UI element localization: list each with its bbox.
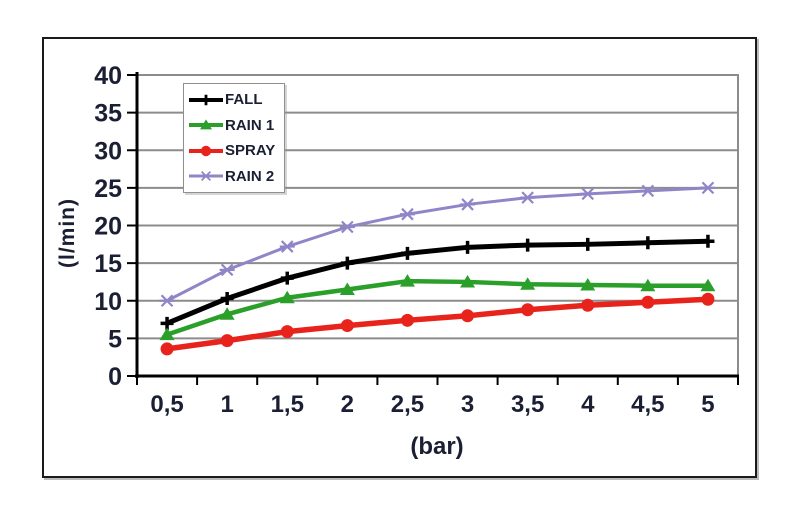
legend-item-fall: FALL bbox=[188, 88, 284, 112]
triangle-marker-icon bbox=[520, 277, 536, 290]
y-tick-label: 15 bbox=[94, 250, 122, 278]
series-line-rain-1 bbox=[166, 278, 708, 337]
x-tick-label: 0,5 bbox=[150, 391, 183, 418]
plus-marker-icon bbox=[400, 246, 414, 260]
legend-item-rain-2: RAIN 2 bbox=[188, 164, 284, 188]
circle-marker-icon bbox=[400, 313, 414, 327]
x-star-marker-icon bbox=[520, 191, 536, 204]
triangle-marker-icon bbox=[339, 282, 355, 295]
legend-sample-spray bbox=[189, 145, 223, 156]
legend-sample-fall bbox=[189, 94, 223, 105]
plus-marker-icon bbox=[200, 94, 212, 105]
circle-marker-icon bbox=[160, 342, 174, 356]
x-tick-label: 2 bbox=[341, 391, 354, 418]
circle-marker-icon bbox=[220, 334, 234, 348]
x-tick-label: 4 bbox=[581, 391, 595, 418]
x-tick-label: 1 bbox=[220, 391, 233, 418]
x-tick-label: 3 bbox=[461, 391, 474, 418]
legend-label-spray: SPRAY bbox=[225, 142, 276, 160]
y-axis-title: (l/min) bbox=[56, 198, 79, 268]
triangle-marker-icon bbox=[640, 278, 656, 292]
chart-legend: FALL RAIN 1 SPRAY RAIN 2 bbox=[183, 83, 285, 193]
triangle-marker-icon bbox=[580, 277, 596, 291]
circle-marker-icon bbox=[461, 309, 475, 323]
legend-label-rain-2: RAIN 2 bbox=[225, 167, 275, 185]
triangle-marker-icon bbox=[200, 119, 212, 130]
triangle-marker-icon bbox=[460, 274, 476, 288]
series-line-spray bbox=[166, 296, 709, 352]
circle-marker-icon bbox=[581, 298, 595, 312]
x-star-marker-icon bbox=[580, 187, 596, 201]
circle-marker-icon bbox=[200, 145, 212, 156]
x-star-marker-icon bbox=[219, 263, 235, 277]
y-tick-label: 20 bbox=[94, 213, 122, 241]
triangle-marker-icon bbox=[279, 290, 295, 304]
circle-marker-icon bbox=[340, 319, 354, 333]
x-tick-label: 1,5 bbox=[271, 391, 304, 418]
circle-marker-icon bbox=[701, 292, 715, 306]
x-star-marker-icon bbox=[399, 207, 415, 221]
plus-marker-icon bbox=[340, 256, 354, 270]
x-star-marker-icon bbox=[700, 181, 716, 195]
y-tick-label: 30 bbox=[94, 137, 122, 165]
plus-marker-icon bbox=[220, 291, 234, 305]
legend-item-spray: SPRAY bbox=[188, 139, 284, 163]
circle-marker-icon bbox=[641, 295, 655, 309]
x-tick-label: 2,5 bbox=[391, 391, 424, 418]
x-star-marker-icon bbox=[159, 294, 175, 308]
legend-label-rain-1: RAIN 1 bbox=[225, 116, 275, 134]
plus-marker-icon bbox=[280, 271, 294, 285]
circle-marker-icon bbox=[521, 303, 535, 317]
series-line-fall bbox=[166, 238, 709, 326]
plus-marker-icon bbox=[521, 238, 535, 252]
chart-frame bbox=[42, 37, 757, 478]
y-tick-label: 0 bbox=[108, 363, 122, 391]
x-axis-title: (bar) bbox=[410, 433, 464, 460]
legend-sample-rain-2 bbox=[189, 171, 223, 182]
x-star-marker-icon bbox=[640, 184, 656, 198]
triangle-marker-icon bbox=[219, 307, 235, 320]
triangle-marker-icon bbox=[159, 327, 175, 341]
x-star-marker-icon bbox=[279, 240, 295, 253]
x-tick-label: 4,5 bbox=[631, 391, 664, 418]
series-line-rain-2 bbox=[166, 186, 709, 303]
y-tick-label: 40 bbox=[94, 62, 122, 90]
x-tick-label: 5 bbox=[701, 391, 714, 418]
x-star-marker-icon bbox=[460, 198, 476, 211]
y-tick-label: 25 bbox=[94, 175, 122, 203]
x-tick-label: 3,5 bbox=[511, 391, 544, 418]
circle-marker-icon bbox=[280, 325, 294, 339]
y-tick-label: 10 bbox=[94, 288, 122, 316]
triangle-marker-icon bbox=[399, 274, 415, 287]
y-tick-label: 35 bbox=[94, 100, 122, 128]
x-star-marker-icon bbox=[339, 220, 355, 234]
plus-marker-icon bbox=[581, 237, 595, 251]
plus-marker-icon bbox=[701, 234, 715, 248]
legend-item-rain-1: RAIN 1 bbox=[188, 113, 284, 137]
y-tick-label: 5 bbox=[108, 325, 122, 353]
plus-marker-icon bbox=[641, 236, 655, 250]
x-star-marker-icon bbox=[200, 171, 212, 182]
legend-label-fall: FALL bbox=[225, 91, 263, 109]
triangle-marker-icon bbox=[700, 278, 716, 292]
legend-sample-rain-1 bbox=[189, 119, 223, 130]
plus-marker-icon bbox=[461, 240, 475, 254]
